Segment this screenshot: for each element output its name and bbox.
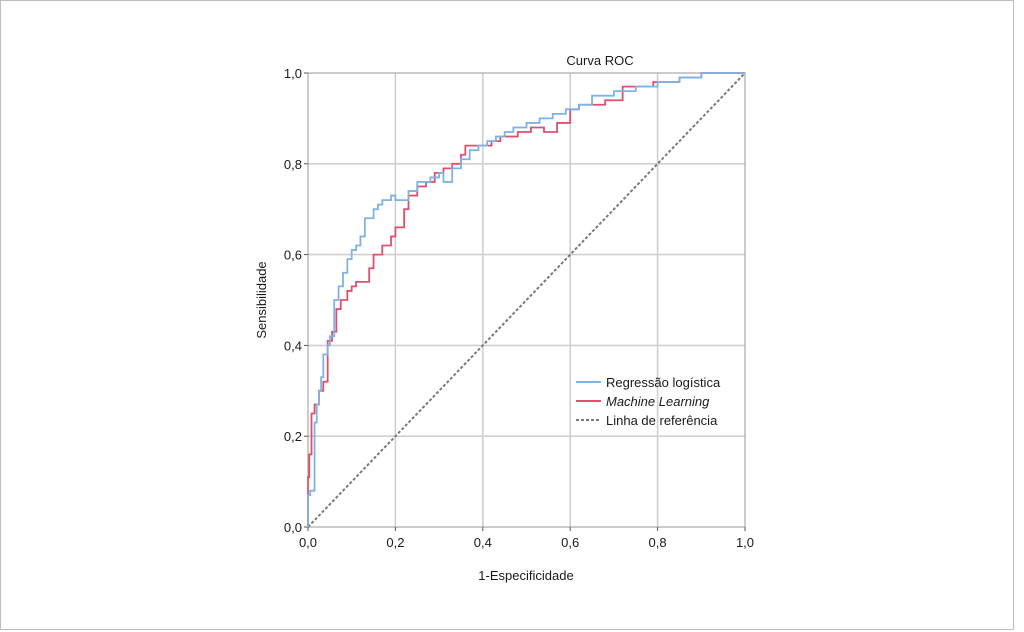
x-tick-label: 1,0 [736, 535, 754, 550]
y-tick-label: 0,6 [284, 248, 302, 263]
y-tick-label: 1,0 [284, 66, 302, 81]
x-tick-label: 0,8 [649, 535, 667, 550]
y-tick-label: 0,2 [284, 429, 302, 444]
x-tick-label: 0,6 [561, 535, 579, 550]
x-tick-label: 0,0 [299, 535, 317, 550]
legend-label: Machine Learning [606, 394, 710, 409]
y-tick-label: 0,8 [284, 157, 302, 172]
y-axis-ticks: 0,0 0,2 0,4 0,6 0,8 1,0 [284, 66, 308, 535]
legend-label: Linha de referência [606, 413, 718, 428]
series-line-0 [307, 72, 745, 527]
x-axis-ticks: 0,0 0,2 0,4 0,6 0,8 1,0 [299, 527, 754, 550]
chart-title: Curva ROC [566, 53, 633, 68]
y-tick-label: 0,4 [284, 338, 302, 353]
grid [308, 73, 745, 527]
x-axis-title: 1-Especificidade [478, 568, 573, 583]
x-tick-label: 0,2 [386, 535, 404, 550]
plot-area-border [307, 72, 746, 528]
series-lines [307, 72, 746, 528]
y-tick-label: 0,0 [284, 520, 302, 535]
x-tick-label: 0,4 [474, 535, 492, 550]
series-line-2 [307, 72, 746, 528]
y-axis-title: Sensibilidade [254, 261, 269, 338]
legend: Regressão logística Machine Learning Linha… [576, 375, 721, 428]
legend-label: Regressão logística [606, 375, 721, 390]
